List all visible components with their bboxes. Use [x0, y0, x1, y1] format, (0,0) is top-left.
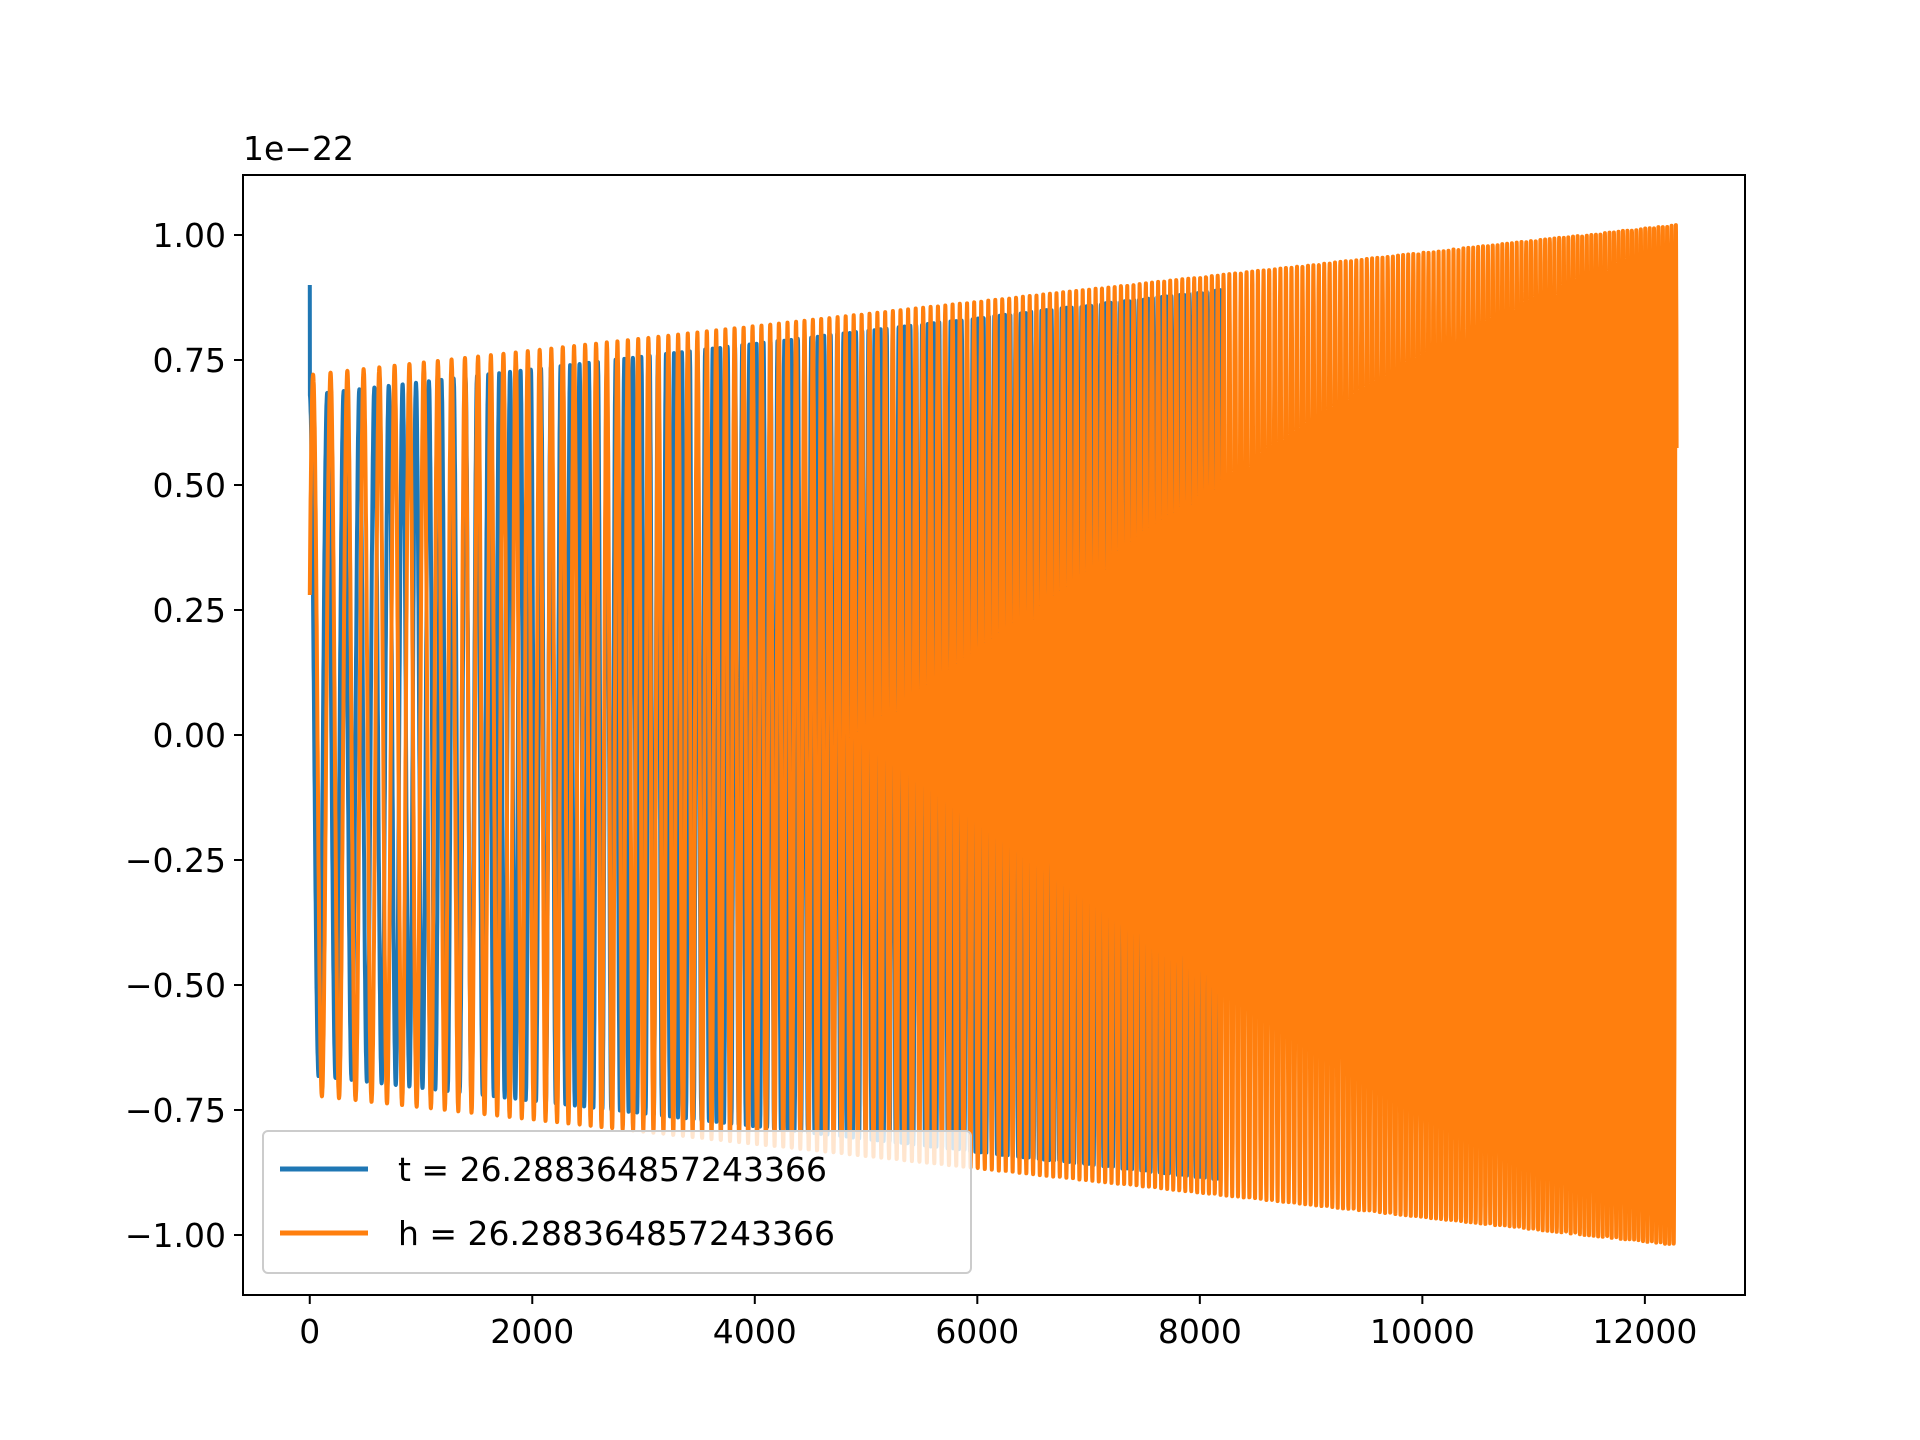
y-tick-label: 1.00 [153, 216, 226, 255]
y-tick-label: 0.00 [153, 716, 226, 755]
y-offset-label: 1e−22 [243, 129, 354, 168]
y-tick-label: −1.00 [125, 1216, 226, 1255]
y-tick-label: 0.50 [153, 466, 226, 505]
x-tick-label: 2000 [490, 1312, 574, 1351]
x-axis: 0 2000 4000 6000 8000 10000 12000 [299, 1295, 1697, 1351]
legend: t = 26.288364857243366 h = 26.2883648572… [262, 1130, 972, 1274]
x-tick-label: 6000 [935, 1312, 1019, 1351]
y-tick-label: 0.75 [153, 341, 226, 380]
y-tick-label: −0.75 [125, 1091, 226, 1130]
legend-box [262, 1130, 972, 1274]
x-tick-label: 12000 [1592, 1312, 1697, 1351]
x-tick-label: 4000 [713, 1312, 797, 1351]
legend-label-t: t = 26.288364857243366 [398, 1150, 827, 1189]
y-axis: 1.00 0.75 0.50 0.25 0.00 −0.25 −0.50 −0.75 −1.00 [125, 216, 243, 1255]
x-tick-label: 0 [299, 1312, 320, 1351]
x-tick-label: 8000 [1158, 1312, 1242, 1351]
series-layer [307, 223, 1679, 1246]
y-tick-label: −0.50 [125, 966, 226, 1005]
legend-label-h: h = 26.288364857243366 [398, 1214, 835, 1253]
series-line-1 [307, 223, 1679, 1246]
x-tick-label: 10000 [1370, 1312, 1475, 1351]
y-tick-label: 0.25 [153, 591, 226, 630]
y-tick-label: −0.25 [125, 841, 226, 880]
